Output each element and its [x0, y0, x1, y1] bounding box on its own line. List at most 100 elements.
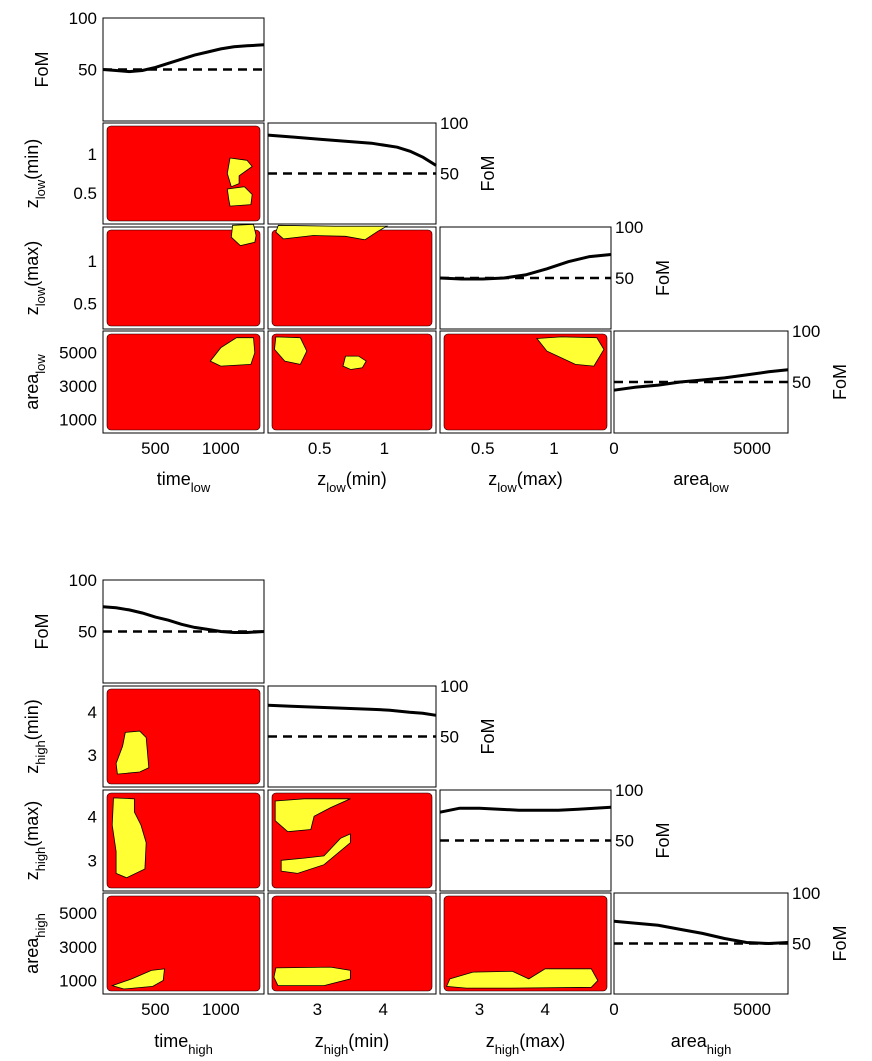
x-tick-label: 0: [609, 1000, 618, 1019]
y-tick-label: 5000: [59, 344, 97, 363]
excluded-region: [106, 229, 261, 327]
fom-curve: [102, 605, 265, 634]
y-axis-label-main: area: [22, 937, 42, 974]
fom-curve: [439, 805, 612, 814]
x-axis-label-main: z: [317, 469, 326, 489]
x-axis-label-main: time: [154, 1031, 188, 1051]
allowed-region: [274, 336, 308, 365]
x-axis-label: timehigh: [154, 1031, 213, 1057]
fom-tick-label: 50: [615, 832, 634, 851]
y-tick-label: 3: [88, 851, 97, 870]
y-axis-label-main: z: [22, 306, 42, 315]
fom-panel-frame: [439, 789, 612, 892]
x-axis-label-main: z: [488, 469, 497, 489]
x-tick-label: 0.5: [308, 439, 332, 458]
excluded-region: [271, 333, 433, 431]
x-axis-label-subscript: low: [326, 480, 346, 495]
excluded-region: [271, 229, 433, 327]
allowed-region: [230, 223, 257, 247]
x-axis-label: zhigh(max): [486, 1031, 566, 1057]
fom-tick-label: 100: [440, 677, 468, 696]
y-tick-label: 3: [88, 746, 97, 765]
x-axis-label-suffix: (min): [348, 1031, 389, 1051]
y-axis-label-main: area: [22, 373, 42, 410]
x-axis-label: zlow(max): [488, 469, 563, 495]
fom-axis-label: FoM: [830, 364, 850, 400]
fom-tick-label: 100: [615, 218, 643, 237]
fom-tick-label: 100: [792, 322, 820, 341]
fom-axis-label: FoM: [653, 823, 673, 859]
y-axis-label-subscript: high: [33, 913, 48, 938]
allowed-region: [536, 336, 605, 367]
excluded-region: [443, 895, 608, 992]
allowed-region: [446, 968, 599, 989]
allowed-region: [226, 186, 253, 207]
x-axis-label-main: area: [671, 1031, 708, 1051]
panel-frame: [102, 789, 265, 892]
fom-curve: [102, 43, 265, 74]
y-tick-label: 3000: [59, 377, 97, 396]
y-tick-label: 1000: [59, 972, 97, 991]
x-axis-label-main: z: [315, 1031, 324, 1051]
fom-curve: [613, 368, 789, 392]
x-axis-label-subscript: low: [497, 480, 517, 495]
y-axis-label-suffix: (min): [22, 139, 42, 180]
x-tick-label: 1: [549, 439, 558, 458]
x-tick-label: 5000: [733, 439, 771, 458]
panel-frame: [439, 330, 612, 434]
allowed-region: [280, 833, 351, 874]
fom-curve: [267, 703, 437, 717]
fom-axis-label: FoM: [830, 926, 850, 962]
x-tick-label: 500: [141, 439, 169, 458]
x-axis-label-subscript: high: [707, 1042, 732, 1057]
fom-axis-label: FoM: [653, 260, 673, 296]
y-axis-label-main: z: [22, 199, 42, 208]
y-axis-label: areahigh: [22, 913, 48, 974]
allowed-region: [274, 798, 351, 833]
fom-axis-label: FoM: [478, 719, 498, 755]
y-axis-label-subscript: low: [33, 286, 48, 306]
x-axis-label: areahigh: [671, 1031, 732, 1057]
allowed-region: [110, 968, 165, 990]
fom-curve: [613, 919, 789, 946]
x-tick-label: 4: [540, 1000, 549, 1019]
x-axis-label-subscript: high: [324, 1042, 349, 1057]
x-tick-label: 3: [313, 1000, 322, 1019]
y-axis-label-subscript: low: [33, 179, 48, 199]
panel-frame: [267, 789, 437, 892]
y-tick-label: 0.5: [73, 184, 97, 203]
fom-tick-label: 100: [440, 114, 468, 133]
y-axis-label: zlow(max): [22, 241, 48, 316]
y-tick-label: 1: [88, 145, 97, 164]
y-tick-label: 1000: [59, 411, 97, 430]
y-tick-label: 3000: [59, 938, 97, 957]
x-tick-label: 1000: [202, 1000, 240, 1019]
fom-tick-label: 100: [69, 9, 97, 28]
x-axis-label: arealow: [673, 469, 729, 495]
x-axis-label: zhigh(min): [315, 1031, 390, 1057]
allowed-region: [273, 966, 351, 986]
x-tick-label: 3: [475, 1000, 484, 1019]
y-axis-label-main: z: [22, 765, 42, 774]
allowed-region: [209, 337, 256, 367]
y-axis-label: zhigh(max): [22, 801, 48, 881]
panel-frame: [102, 330, 265, 434]
x-axis-label-suffix: (min): [346, 469, 387, 489]
x-tick-label: 1000: [202, 439, 240, 458]
x-axis-label-suffix: (max): [519, 1031, 565, 1051]
y-axis-label-suffix: (max): [22, 241, 42, 287]
fom-tick-label: 100: [615, 781, 643, 800]
x-tick-label: 500: [141, 1000, 169, 1019]
x-axis-label-main: area: [673, 469, 710, 489]
x-axis-label-subscript: low: [709, 480, 729, 495]
fom-tick-label: 100: [792, 884, 820, 903]
fom-tick-label: 50: [792, 935, 811, 954]
x-axis-label: timelow: [157, 469, 211, 495]
panel-frame: [102, 122, 265, 225]
y-axis-label-suffix: (min): [22, 699, 42, 740]
x-tick-label: 4: [379, 1000, 388, 1019]
y-tick-label: 4: [88, 703, 97, 722]
x-axis-label-subscript: low: [191, 480, 211, 495]
y-axis-label-suffix: (max): [22, 801, 42, 847]
